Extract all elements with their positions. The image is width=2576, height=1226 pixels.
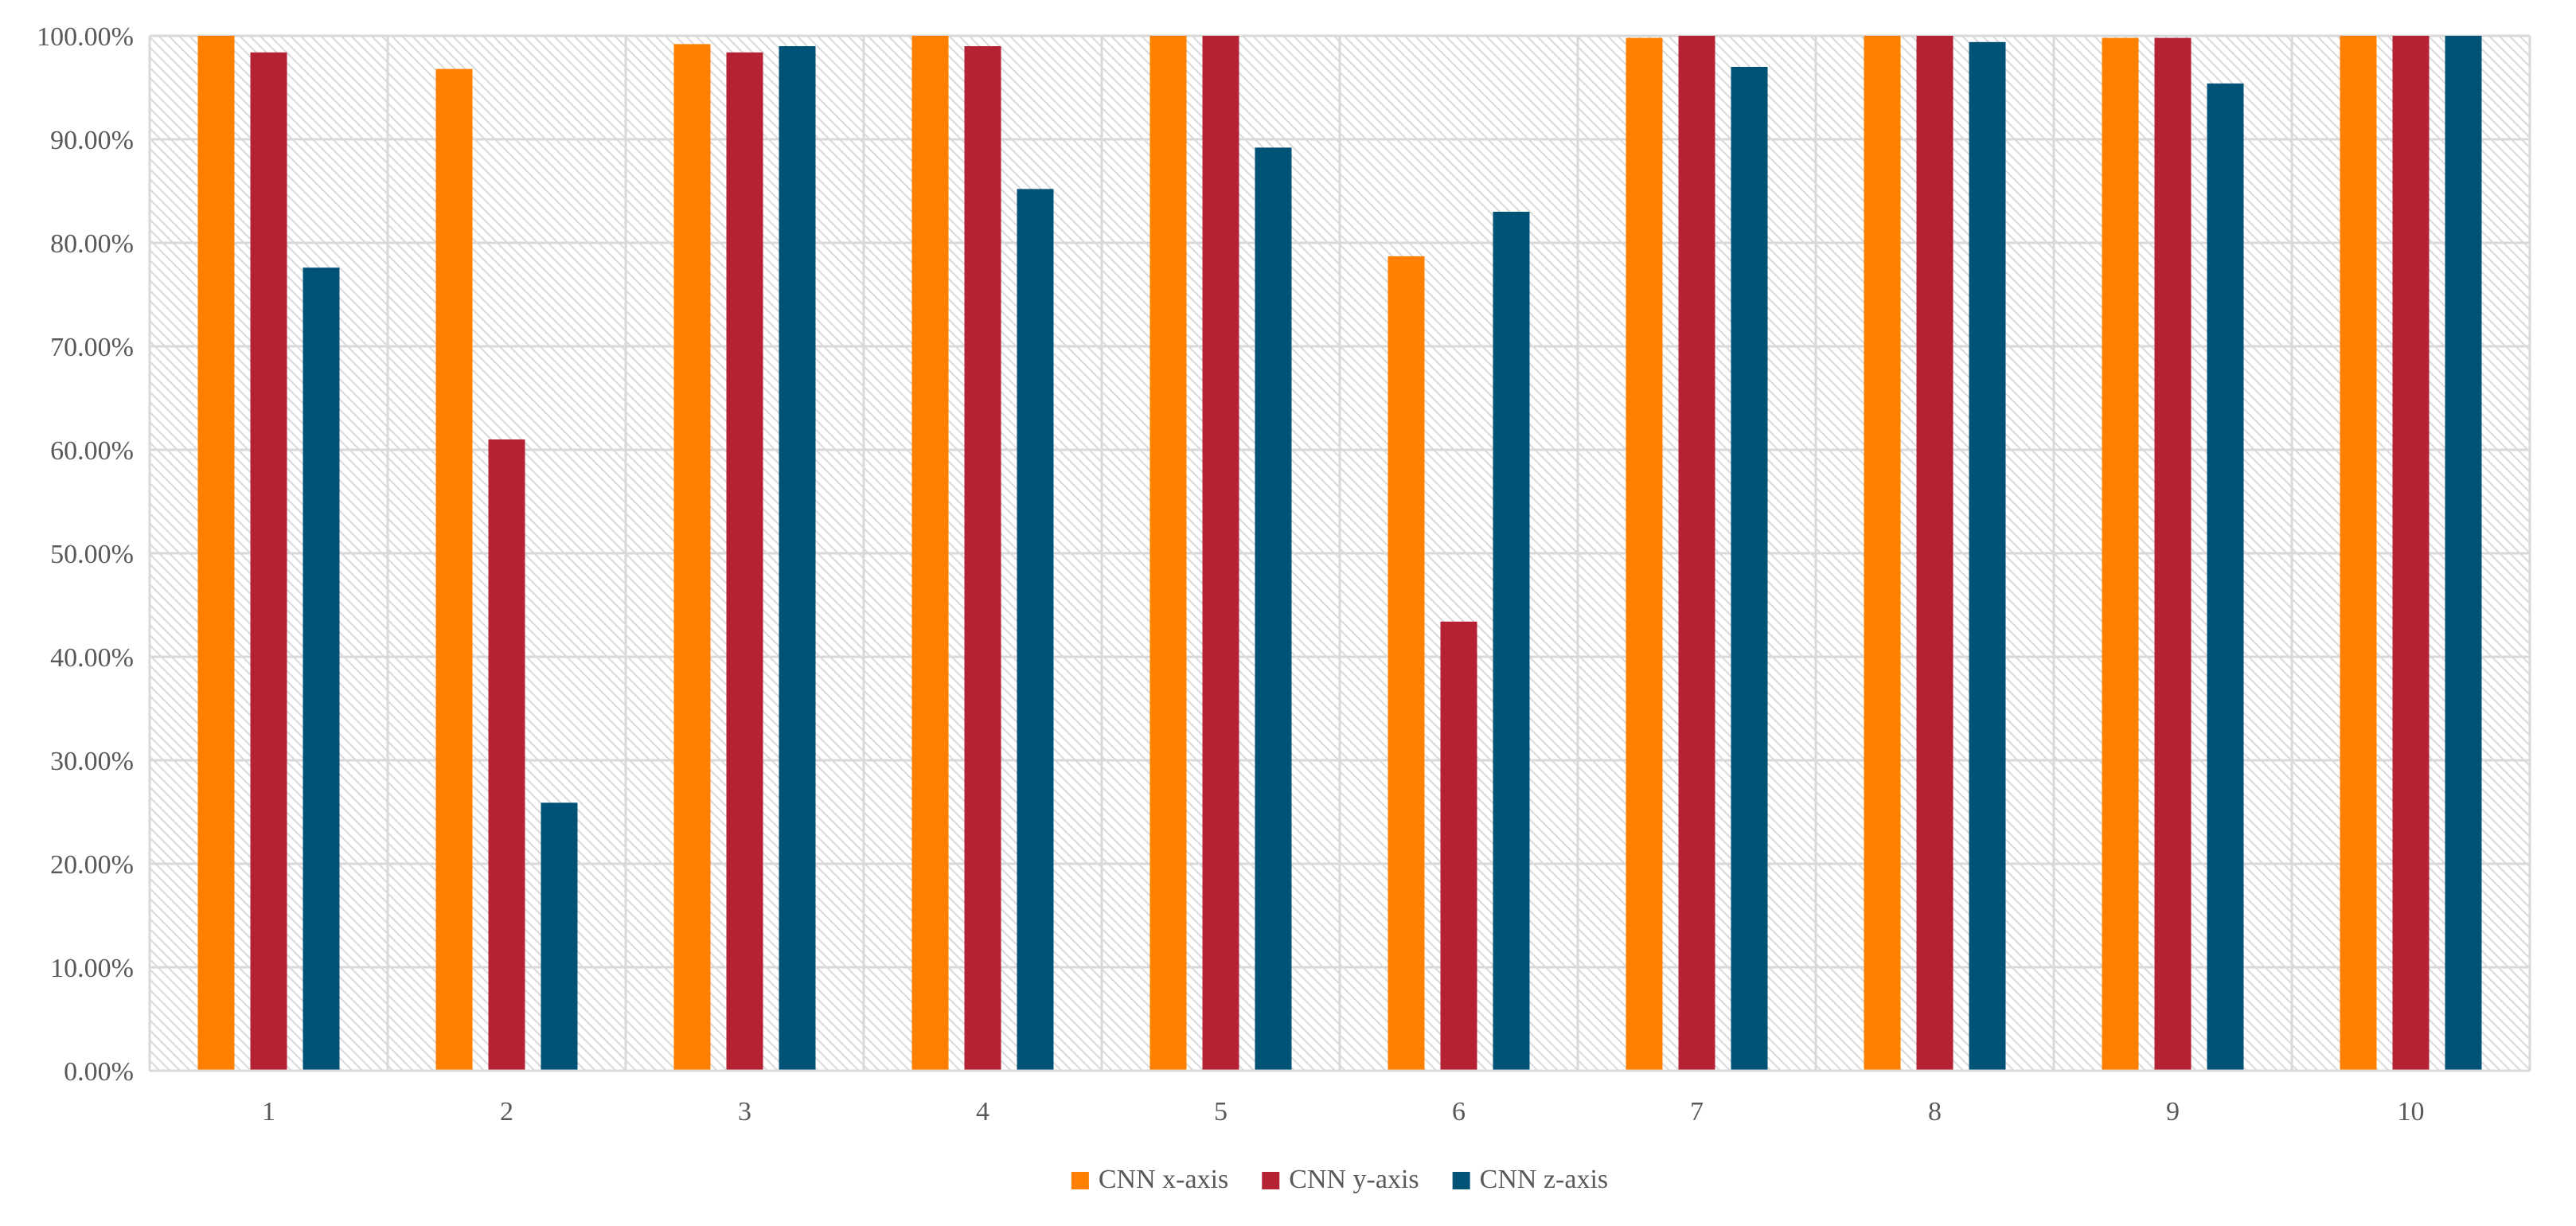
bar-cnn-x-axis-6 [1388, 256, 1425, 1071]
y-tick-label: 0.00% [64, 1057, 134, 1087]
x-tick-label: 10 [2398, 1097, 2425, 1126]
x-tick-label: 1 [262, 1097, 275, 1126]
legend-item-cnn-x-axis: CNN x-axis [1071, 1165, 1228, 1194]
x-tick-label: 6 [1452, 1097, 1466, 1126]
bar-cnn-z-axis-3 [779, 46, 816, 1071]
y-tick-label: 90.00% [50, 126, 134, 155]
legend-swatch [1071, 1172, 1089, 1189]
y-tick-label: 70.00% [50, 333, 134, 362]
bar-cnn-y-axis-8 [1916, 36, 1953, 1071]
legend-swatch [1262, 1172, 1280, 1189]
bar-cnn-z-axis-4 [1017, 189, 1054, 1071]
bar-cnn-x-axis-3 [673, 44, 711, 1071]
legend-item-cnn-z-axis: CNN z-axis [1452, 1165, 1608, 1194]
bar-cnn-z-axis-9 [2207, 83, 2244, 1071]
y-tick-label: 30.00% [50, 747, 134, 776]
y-tick-label: 100.00% [37, 22, 134, 52]
y-tick-label: 50.00% [50, 540, 134, 569]
y-tick-label: 60.00% [50, 436, 134, 466]
legend: CNN x-axis CNN y-axis CNN z-axis [1071, 1165, 1608, 1194]
bar-cnn-y-axis-7 [1678, 36, 1715, 1071]
bar-cnn-z-axis-8 [1969, 41, 2006, 1071]
x-tick-label: 4 [976, 1097, 989, 1126]
legend-label: CNN x-axis [1099, 1165, 1228, 1194]
x-tick-label: 8 [1928, 1097, 1942, 1126]
bar-cnn-x-axis-2 [435, 68, 473, 1072]
x-tick-label: 3 [738, 1097, 751, 1126]
axes: 0.00% 10.00% 20.00% 30.00% 40.00% 50.00% 60.00… [37, 22, 2530, 1126]
bar-cnn-y-axis-1 [250, 52, 287, 1071]
bar-cnn-x-axis-8 [1864, 36, 1901, 1071]
bar-cnn-x-axis-1 [197, 36, 235, 1071]
x-tick-label: 9 [2166, 1097, 2180, 1126]
bar-cnn-z-axis-10 [2445, 36, 2482, 1071]
bar-cnn-y-axis-9 [2154, 37, 2192, 1072]
legend-label: CNN y-axis [1289, 1165, 1419, 1194]
y-tick-label: 20.00% [50, 850, 134, 880]
bar-cnn-x-axis-10 [2340, 36, 2377, 1071]
bar-cnn-z-axis-5 [1255, 147, 1292, 1071]
x-tick-label: 5 [1214, 1097, 1228, 1126]
bar-cnn-y-axis-4 [964, 46, 1001, 1071]
bar-cnn-y-axis-10 [2392, 36, 2430, 1071]
bar-cnn-x-axis-5 [1149, 36, 1187, 1071]
bar-cnn-z-axis-6 [1493, 212, 1530, 1071]
x-tick-label: 7 [1690, 1097, 1704, 1126]
y-tick-label: 80.00% [50, 229, 134, 259]
bar-cnn-y-axis-6 [1440, 621, 1477, 1071]
bar-cnn-z-axis-1 [302, 267, 340, 1071]
legend-swatch [1452, 1172, 1470, 1189]
legend-label: CNN z-axis [1480, 1165, 1608, 1194]
bar-cnn-z-axis-7 [1731, 67, 1768, 1071]
x-tick-label: 2 [500, 1097, 513, 1126]
y-tick-label: 40.00% [50, 643, 134, 673]
bars [197, 36, 2482, 1072]
y-tick-label: 10.00% [50, 954, 134, 983]
bar-cnn-y-axis-2 [488, 439, 525, 1071]
bar-cnn-z-axis-2 [541, 802, 578, 1071]
bar-cnn-x-axis-9 [2102, 37, 2139, 1072]
bar-cnn-x-axis-4 [911, 36, 949, 1071]
bar-cnn-x-axis-7 [1626, 37, 1663, 1072]
bar-cnn-y-axis-3 [726, 52, 763, 1071]
bar-cnn-y-axis-5 [1202, 36, 1239, 1071]
legend-item-cnn-y-axis: CNN y-axis [1262, 1165, 1419, 1194]
